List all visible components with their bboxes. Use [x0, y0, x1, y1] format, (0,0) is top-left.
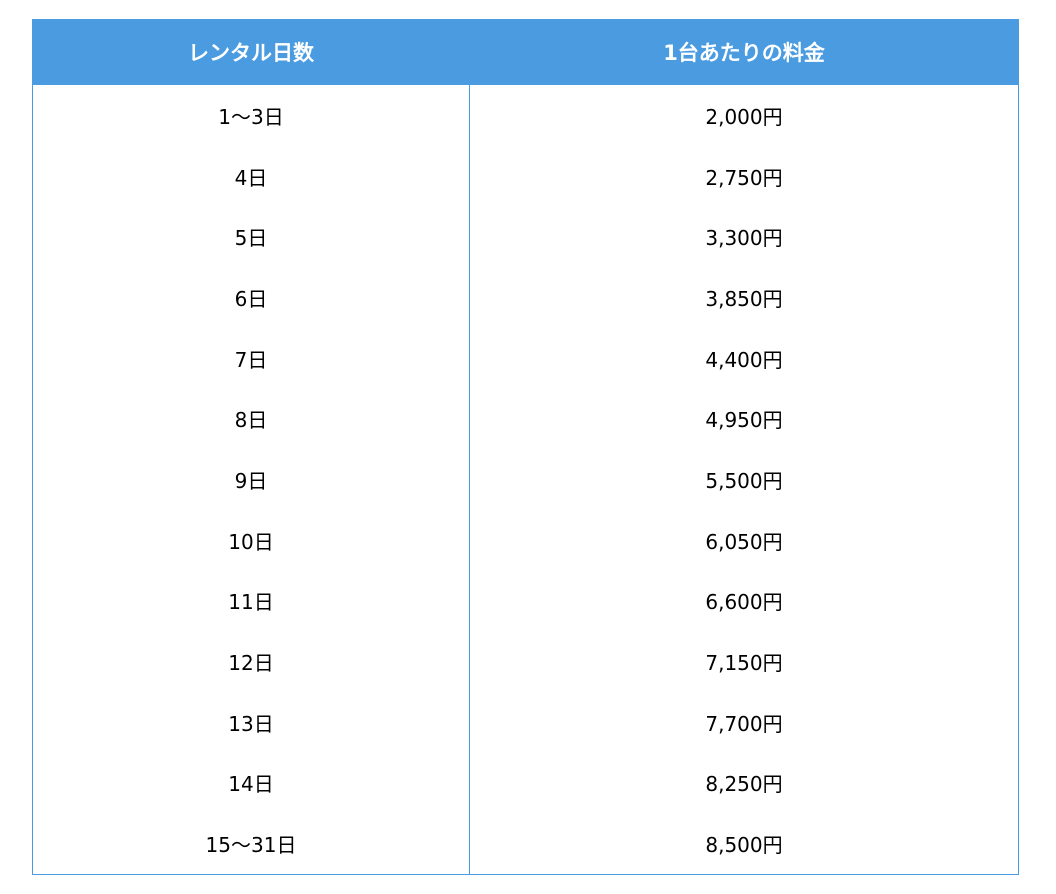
cell-rental-days: 10日	[32, 509, 470, 571]
cell-price: 8,250円	[469, 752, 1019, 814]
cell-rental-days: 7日	[32, 327, 470, 389]
table-row: 10日 6,050円	[32, 509, 1019, 571]
table-row: 11日 6,600円	[32, 570, 1019, 632]
table-header: レンタル日数 1台あたりの料金	[32, 19, 1019, 85]
cell-price: 4,950円	[469, 388, 1019, 450]
cell-price: 8,500円	[469, 813, 1019, 875]
header-row: レンタル日数 1台あたりの料金	[32, 19, 1019, 85]
cell-price: 5,500円	[469, 449, 1019, 510]
table-row: 4日 2,750円	[32, 145, 1019, 207]
cell-rental-days: 8日	[32, 388, 470, 450]
table-row: 14日 8,250円	[32, 752, 1019, 814]
cell-rental-days: 4日	[32, 145, 470, 207]
cell-price: 7,150円	[469, 631, 1019, 692]
cell-price: 4,400円	[469, 327, 1019, 389]
rental-price-table-container: レンタル日数 1台あたりの料金 1〜3日 2,000円 4日 2,750円 5日…	[32, 19, 1019, 875]
cell-rental-days: 6日	[32, 267, 470, 328]
cell-price: 6,600円	[469, 570, 1019, 632]
cell-rental-days: 13日	[32, 691, 470, 753]
cell-price: 2,750円	[469, 145, 1019, 207]
table-row: 1〜3日 2,000円	[32, 84, 1019, 146]
cell-rental-days: 15〜31日	[32, 813, 470, 875]
table-row: 6日 3,850円	[32, 267, 1019, 328]
table-row: 8日 4,950円	[32, 388, 1019, 450]
cell-price: 6,050円	[469, 509, 1019, 571]
header-price-per-unit: 1台あたりの料金	[469, 19, 1019, 85]
cell-price: 7,700円	[469, 691, 1019, 753]
cell-price: 3,300円	[469, 206, 1019, 268]
cell-rental-days: 14日	[32, 752, 470, 814]
cell-rental-days: 9日	[32, 449, 470, 510]
cell-price: 2,000円	[469, 84, 1019, 146]
table-row: 12日 7,150円	[32, 631, 1019, 692]
cell-rental-days: 1〜3日	[32, 84, 470, 146]
table-row: 13日 7,700円	[32, 691, 1019, 753]
table-row: 15〜31日 8,500円	[32, 813, 1019, 875]
table-body: 1〜3日 2,000円 4日 2,750円 5日 3,300円 6日 3,850…	[32, 84, 1019, 875]
cell-rental-days: 12日	[32, 631, 470, 692]
cell-rental-days: 5日	[32, 206, 470, 268]
header-rental-days: レンタル日数	[32, 19, 470, 85]
rental-price-table: レンタル日数 1台あたりの料金 1〜3日 2,000円 4日 2,750円 5日…	[32, 19, 1019, 875]
cell-rental-days: 11日	[32, 570, 470, 632]
table-row: 9日 5,500円	[32, 449, 1019, 510]
table-row: 7日 4,400円	[32, 327, 1019, 389]
table-row: 5日 3,300円	[32, 206, 1019, 268]
cell-price: 3,850円	[469, 267, 1019, 328]
